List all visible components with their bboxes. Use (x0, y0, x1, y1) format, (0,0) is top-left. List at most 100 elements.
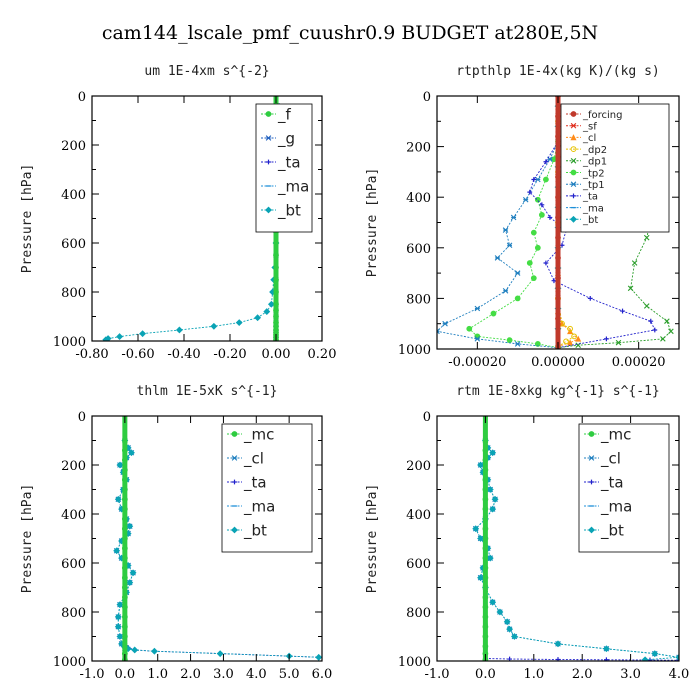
data-point (486, 554, 494, 562)
data-point (254, 314, 262, 322)
data-point (496, 608, 504, 616)
plot-area (472, 416, 679, 661)
y-tick-label: 200 (406, 141, 431, 156)
data-point (472, 525, 480, 533)
data-point (128, 449, 135, 457)
legend: _mc _cl _ta _ma _bt (221, 423, 313, 553)
legend-marker (265, 206, 272, 214)
y-tick-label: 600 (61, 557, 86, 572)
legend-marker (588, 455, 595, 461)
legend-marker (231, 455, 238, 461)
data-point (676, 657, 679, 661)
data-point (477, 574, 484, 582)
plot-area (113, 416, 322, 661)
legend-label: _bt (582, 215, 598, 226)
data-point (263, 308, 271, 316)
data-point (510, 214, 517, 221)
series-line (437, 141, 559, 349)
y-tick-label: 200 (61, 139, 86, 154)
data-point (151, 647, 158, 655)
legend-entry: _ta (584, 474, 624, 493)
legend-marker (570, 215, 577, 223)
data-point (491, 495, 499, 503)
legend-entry: _mc (584, 426, 631, 445)
panel-title: rtpthlp 1E-4x(kg K)/(kg s) (456, 64, 660, 79)
x-tick-label: 3.0 (620, 667, 641, 682)
y-tick-label: 800 (406, 606, 431, 621)
legend-marker (570, 146, 577, 153)
legend-label: _ta (243, 474, 267, 493)
y-tick-label: 200 (406, 459, 431, 474)
legend: _f _g _ta _ma _bt (255, 103, 313, 233)
data-point (102, 336, 110, 341)
data-point (631, 260, 638, 266)
series_tp2 (466, 138, 561, 349)
x-tick-label: -1.0 (79, 667, 104, 682)
legend-label: _cl (600, 450, 621, 469)
x-tick-label: 4.0 (669, 667, 690, 682)
data-point (534, 244, 541, 251)
data-point (651, 650, 659, 658)
data-point (474, 336, 481, 342)
data-point (114, 613, 122, 621)
data-point (641, 656, 649, 661)
legend-entry: _bt (566, 215, 598, 226)
data-point (503, 618, 511, 626)
legend-label: _ta (600, 474, 624, 493)
data-point (506, 625, 514, 633)
y-axis-label: Pressure [hPa] (20, 164, 35, 274)
legend-label: _cl (582, 133, 596, 144)
data-point (602, 645, 610, 653)
data-point (474, 305, 481, 312)
data-point (506, 242, 513, 249)
data-point (554, 640, 562, 648)
legend-marker (570, 111, 577, 117)
legend-marker (231, 431, 238, 437)
data-point (502, 227, 509, 233)
data-point (494, 255, 501, 261)
x-tick-label: 2.0 (180, 667, 201, 682)
data-point (526, 260, 533, 266)
data-point (126, 579, 134, 587)
legend-entry: _f (261, 106, 292, 125)
data-point (543, 260, 549, 266)
legend-marker (265, 135, 272, 141)
legend-label: _ta (582, 192, 598, 203)
data-point (113, 547, 121, 555)
y-tick-label: 800 (406, 292, 431, 307)
legend-marker (570, 169, 577, 176)
data-point (555, 657, 561, 661)
series_tp1 (437, 138, 561, 349)
x-tick-label: 0.0 (115, 667, 136, 682)
legend-entry: _bt (261, 202, 301, 221)
legend-marker (570, 158, 577, 164)
legend: _mc _cl _ta _ma _bt (578, 423, 670, 553)
data-point (131, 646, 139, 654)
data-point (489, 505, 497, 513)
y-tick-label: 800 (61, 606, 86, 621)
data-point (315, 653, 322, 661)
data-point (126, 522, 134, 530)
legend-marker (588, 526, 595, 534)
data-point (648, 318, 654, 324)
y-tick-label: 0 (423, 90, 431, 105)
y-tick-label: 200 (61, 459, 86, 474)
x-tick-label: 1.0 (147, 667, 168, 682)
legend-marker (570, 122, 577, 129)
data-point (474, 333, 481, 340)
data-point (490, 310, 497, 317)
data-point (571, 333, 578, 340)
panel-title: thlm 1E-5xK s^{-1} (137, 384, 278, 399)
data-point (489, 449, 497, 457)
legend-label: _f (277, 106, 292, 125)
legend-entry: _cl (566, 133, 596, 144)
data-point (442, 320, 448, 327)
legend-entry: _ma (261, 178, 309, 197)
x-tick-label: -0.60 (121, 347, 154, 362)
legend-marker (570, 134, 577, 141)
y-tick-label: 800 (61, 286, 86, 301)
data-point (502, 288, 509, 294)
panel-1: um 1E-4xm s^{-2} Pressure [hPa] 0 200 400 600… (20, 64, 336, 362)
legend-entry: _tp2 (566, 168, 605, 179)
